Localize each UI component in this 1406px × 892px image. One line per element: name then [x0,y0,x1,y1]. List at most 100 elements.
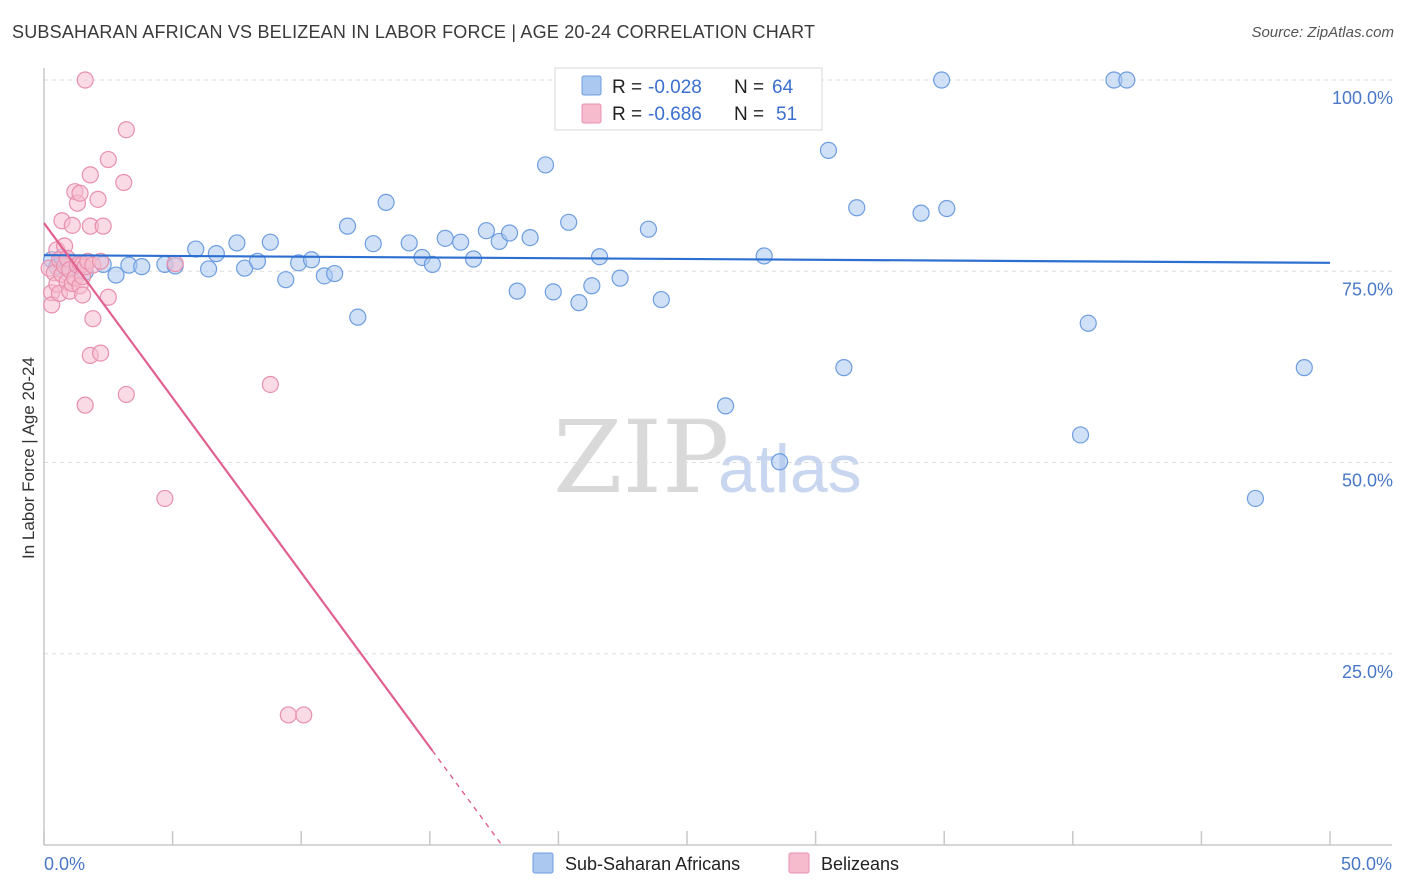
data-point-belizean [261,375,279,394]
legend-r-value-2: -0.686 [648,104,702,125]
data-point-sub-saharan [933,71,951,89]
data-point-sub-saharan [228,234,246,252]
data-point-sub-saharan [1295,359,1313,377]
data-point-belizean [63,216,81,234]
source-label: Source: ZipAtlas.com [1251,24,1394,41]
data-point-sub-saharan [464,250,483,268]
watermark-zip: ZIP [553,399,729,516]
data-point-sub-saharan [364,235,382,253]
data-point-sub-saharan [187,240,205,258]
data-point-belizean [89,190,107,208]
trend-line-belizean-extrapolated [431,750,503,846]
bottom-legend-label-pink: Belizeans [821,854,899,874]
legend-n-label-1: N = [734,77,764,98]
data-point-belizean [91,252,110,270]
data-point-sub-saharan [1246,489,1265,508]
data-point-sub-saharan [200,260,218,278]
data-point-belizean [73,286,92,304]
legend-r-value-1: -0.028 [648,77,702,98]
x-axis-ticks [43,831,1331,845]
data-point-belizean [117,385,135,404]
x-tick-label-max: 50.0% [1341,854,1392,874]
data-point-sub-saharan [1071,426,1090,444]
legend-n-value-2: 51 [776,104,797,125]
series-belizeans [40,71,313,724]
x-tick-label-min: 0.0% [44,854,85,874]
data-point-belizean [81,166,99,184]
data-point-sub-saharan [400,234,418,252]
data-point-sub-saharan [611,269,629,287]
data-point-sub-saharan [544,283,562,301]
trend-lines [43,222,1331,846]
y-tick-labels: 25.0% 50.0% 75.0% 100.0% [1332,88,1393,682]
trend-line-sub-saharan [43,254,1331,264]
y-tick-label: 100.0% [1332,88,1393,108]
data-point-sub-saharan [770,453,789,471]
data-point-belizean [117,121,135,139]
correlation-legend: R = -0.028 N = 64 R = -0.686 N = 51 [554,67,823,131]
watermark-atlas: atlas [718,431,862,507]
data-point-belizean [156,489,174,508]
bottom-legend-swatch-blue [532,852,554,874]
series-legend: Sub-Saharan Africans Belizeans [532,852,899,874]
y-tick-label: 50.0% [1342,471,1393,491]
data-point-sub-saharan [326,264,344,283]
data-point-belizean [76,396,94,414]
y-axis-label: In Labor Force | Age 20-24 [19,357,38,559]
data-point-sub-saharan [590,248,609,266]
legend-swatch-pink [581,103,602,124]
data-point-sub-saharan [261,233,279,251]
legend-swatch-blue [581,75,602,96]
grid-lines [44,79,1392,655]
data-point-sub-saharan [521,228,539,247]
data-point-sub-saharan [570,294,588,312]
data-point-sub-saharan [835,359,853,377]
data-point-belizean [94,217,112,235]
data-point-sub-saharan [452,233,470,251]
data-point-sub-saharan [912,204,930,222]
legend-r-label-1: R = [612,77,642,98]
data-point-sub-saharan [1118,71,1136,89]
data-point-sub-saharan [1079,314,1097,332]
data-point-sub-saharan [755,247,773,265]
data-point-sub-saharan [302,251,321,269]
data-point-belizean [76,71,94,89]
data-point-sub-saharan [536,156,555,174]
data-point-sub-saharan [560,213,578,231]
data-point-sub-saharan [377,193,395,211]
data-point-sub-saharan [207,245,225,263]
data-point-belizean [71,184,89,202]
data-point-belizean [91,344,110,362]
data-point-belizean [84,310,102,328]
data-point-sub-saharan [583,277,601,295]
legend-r-label-2: R = [612,104,642,125]
data-point-sub-saharan [349,308,367,326]
y-tick-label: 25.0% [1342,662,1393,682]
data-point-sub-saharan [716,397,735,415]
y-tick-label: 75.0% [1342,279,1393,299]
data-point-belizean [99,150,117,169]
bottom-legend-swatch-pink [788,852,810,874]
data-point-sub-saharan [107,266,125,284]
data-point-sub-saharan [848,199,866,217]
data-point-belizean [166,255,184,273]
data-point-sub-saharan [133,258,151,276]
trend-line-belizean [43,222,434,752]
data-point-belizean [279,706,297,724]
data-point-sub-saharan [436,229,454,247]
data-point-belizean [295,706,313,724]
data-point-sub-saharan [639,220,658,238]
data-point-sub-saharan [819,141,838,159]
data-point-sub-saharan [277,271,295,289]
data-point-sub-saharan [508,282,526,300]
legend-n-value-1: 64 [772,77,794,98]
chart-title: SUBSAHARAN AFRICAN VS BELIZEAN IN LABOR … [12,22,816,42]
data-point-sub-saharan [938,199,956,218]
data-point-belizean [115,173,133,192]
bottom-legend-label-blue: Sub-Saharan Africans [565,854,740,874]
data-point-sub-saharan [500,224,519,242]
data-point-sub-saharan [652,290,670,309]
data-point-sub-saharan [423,255,441,273]
legend-n-label-2: N = [734,104,764,125]
